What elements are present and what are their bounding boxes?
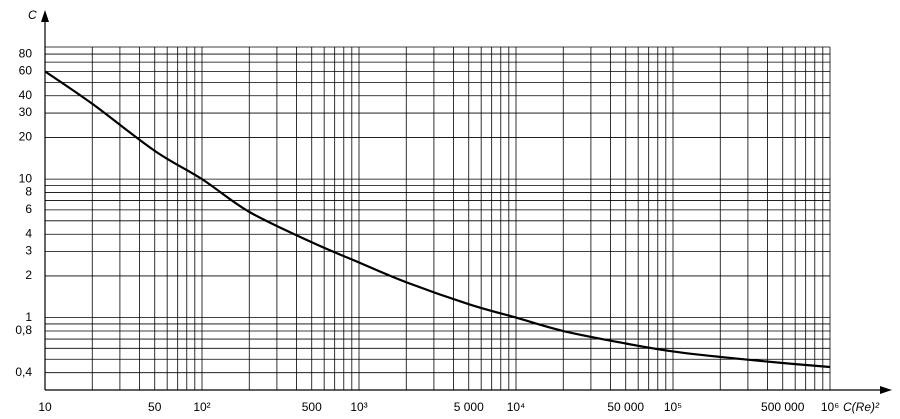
y-tick-label: 8 (25, 185, 32, 199)
y-tick-label: 0,4 (15, 365, 32, 379)
x-tick-label: 50 000 (607, 400, 644, 414)
y-tick-label: 40 (19, 88, 33, 102)
x-tick-label: 500 000 (761, 400, 805, 414)
y-tick-label: 4 (25, 226, 32, 240)
x-arrow (880, 386, 892, 394)
y-axis-label: C (28, 8, 37, 22)
x-tick-label: 10³ (350, 400, 367, 414)
y-tick-label: 60 (19, 64, 33, 78)
x-tick-label: 5 000 (454, 400, 484, 414)
y-tick-label: 3 (25, 244, 32, 258)
x-tick-label: 10⁵ (664, 400, 682, 414)
y-tick-label: 6 (25, 202, 32, 216)
y-tick-label: 80 (19, 46, 33, 60)
y-tick-label: 2 (25, 268, 32, 282)
y-tick-label: 20 (19, 130, 33, 144)
y-tick-label: 0,8 (15, 323, 32, 337)
y-arrow (41, 10, 49, 22)
y-tick-label: 10 (19, 171, 33, 185)
x-tick-label: 10 (38, 400, 52, 414)
x-axis-label: C(Re)² (843, 400, 880, 414)
x-tick-label: 10² (193, 400, 210, 414)
curve (44, 70, 831, 369)
y-tick-label: 1 (25, 310, 32, 324)
y-tick-label: 30 (19, 105, 33, 119)
x-tick-label: 10⁶ (821, 400, 839, 414)
x-tick-label: 10⁴ (507, 400, 526, 414)
x-tick-label: 50 (148, 400, 162, 414)
x-tick-label: 500 (302, 400, 322, 414)
